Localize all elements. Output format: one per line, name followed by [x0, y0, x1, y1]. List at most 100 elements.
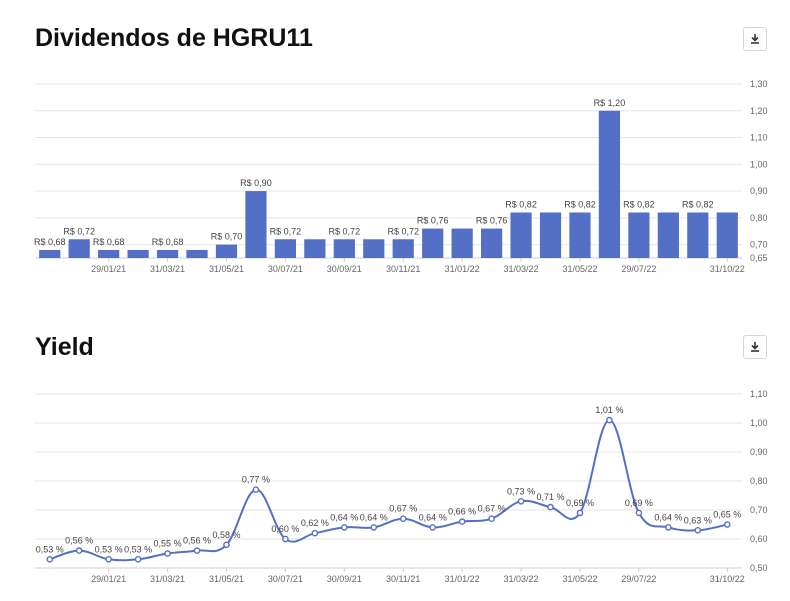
data-label: 0,56 % [183, 536, 211, 546]
data-label: 0,64 % [360, 512, 388, 522]
data-point [458, 518, 466, 525]
data-label: R$ 0,82 [564, 199, 596, 209]
y-tick-label: 1,00 [750, 418, 768, 428]
data-label: R$ 0,90 [240, 178, 272, 188]
data-label: R$ 0,72 [63, 226, 95, 236]
yield-title: Yield [35, 333, 94, 361]
data-label: R$ 0,72 [270, 226, 302, 236]
data-point [517, 498, 525, 505]
y-tick-label: 0,50 [750, 563, 768, 573]
y-tick-label: 0,65 [750, 253, 768, 263]
y-tick-label: 0,80 [750, 213, 768, 223]
y-tick-label: 0,80 [750, 476, 768, 486]
data-label: R$ 0,82 [505, 199, 537, 209]
dividends-chart: 0,65 0,70 0,80 0,90 1,00 1,10 1,20 1,30 29/01/21… [34, 79, 768, 274]
bar [333, 239, 355, 258]
x-tick-label: 30/09/21 [327, 264, 362, 274]
data-label: 0,67 % [389, 504, 417, 514]
x-tick-label: 29/01/21 [91, 264, 126, 274]
bar [451, 228, 473, 258]
data-point [252, 486, 260, 493]
bar [39, 249, 61, 258]
data-label: 0,63 % [684, 515, 712, 525]
x-tick-label: 31/01/22 [445, 264, 480, 274]
data-label: 0,55 % [154, 539, 182, 549]
data-point [635, 509, 643, 517]
data-point [134, 555, 142, 563]
x-tick-label: 30/09/21 [327, 574, 362, 584]
data-label: R$ 0,82 [623, 199, 655, 209]
yield-download-button[interactable] [743, 335, 767, 359]
dividends-download-button[interactable] [743, 27, 767, 51]
y-tick-label: 0,90 [750, 186, 768, 196]
data-point [665, 524, 672, 531]
dividends-title: Dividendos de HGRU11 [35, 24, 313, 52]
x-tick-label: 31/05/21 [209, 574, 244, 584]
yield-chart: 0,50 0,60 0,70 0,80 0,90 1,00 1,10 29/01/21 31/0… [35, 389, 768, 584]
data-label: 0,71 % [537, 492, 565, 502]
data-label: R$ 0,68 [93, 237, 125, 247]
bar [480, 228, 503, 258]
data-label: 0,69 % [625, 498, 653, 508]
data-label: R$ 0,76 [476, 216, 508, 226]
x-tick-label: 31/10/22 [710, 574, 745, 584]
download-icon [751, 34, 759, 44]
y-tick-label: 1,30 [750, 79, 768, 89]
bar [628, 212, 650, 258]
data-label: 0,64 % [654, 512, 682, 522]
data-label: 0,53 % [95, 544, 123, 554]
data-point [193, 547, 201, 554]
bar [422, 228, 444, 258]
y-tick-label: 0,90 [750, 447, 768, 457]
y-tick-label: 1,10 [750, 389, 768, 399]
x-tick-label: 29/07/22 [621, 574, 656, 584]
data-point [488, 515, 495, 522]
bar [598, 110, 621, 258]
data-label: 0,77 % [242, 475, 270, 485]
download-icon [751, 342, 759, 352]
bar [274, 239, 297, 258]
data-point [282, 535, 289, 543]
data-label: 0,64 % [330, 512, 358, 522]
y-tick-label: 0,70 [750, 240, 768, 250]
bar [68, 239, 90, 258]
data-point [399, 515, 407, 522]
bar [156, 249, 179, 258]
x-tick-label: 31/01/22 [445, 574, 480, 584]
bar [245, 191, 267, 258]
data-point [223, 541, 230, 549]
x-tick-label: 31/05/21 [209, 264, 244, 274]
data-label: 0,64 % [419, 512, 447, 522]
data-point [429, 524, 436, 531]
data-label: 0,62 % [301, 518, 329, 528]
data-point [694, 526, 702, 534]
x-tick-label: 31/03/21 [150, 264, 185, 274]
data-point [606, 416, 613, 424]
bar [304, 239, 326, 258]
x-tick-label: 31/10/22 [710, 264, 745, 274]
bar [539, 212, 562, 258]
data-label: 0,67 % [478, 504, 506, 514]
bar [569, 212, 591, 258]
data-label: 1,01 % [595, 405, 623, 415]
x-tick-label: 29/07/22 [621, 264, 656, 274]
x-tick-label: 31/03/21 [150, 574, 185, 584]
bar [687, 212, 709, 258]
data-label: 0,58 % [212, 530, 240, 540]
bar [392, 239, 414, 258]
x-tick-label: 29/01/21 [91, 574, 126, 584]
data-label: 0,53 % [36, 544, 64, 554]
y-tick-label: 1,10 [750, 133, 768, 143]
bar [215, 244, 238, 258]
data-point [164, 550, 171, 557]
data-label: 0,53 % [124, 544, 152, 554]
x-tick-label: 31/05/22 [562, 574, 597, 584]
data-point [370, 524, 378, 531]
data-point [105, 555, 112, 563]
data-label: R$ 0,68 [34, 237, 66, 247]
y-tick-label: 1,00 [750, 159, 768, 169]
data-label: 0,65 % [713, 510, 741, 520]
bar [510, 212, 532, 258]
data-label: R$ 0,70 [211, 232, 243, 242]
data-label: R$ 1,20 [594, 98, 626, 108]
